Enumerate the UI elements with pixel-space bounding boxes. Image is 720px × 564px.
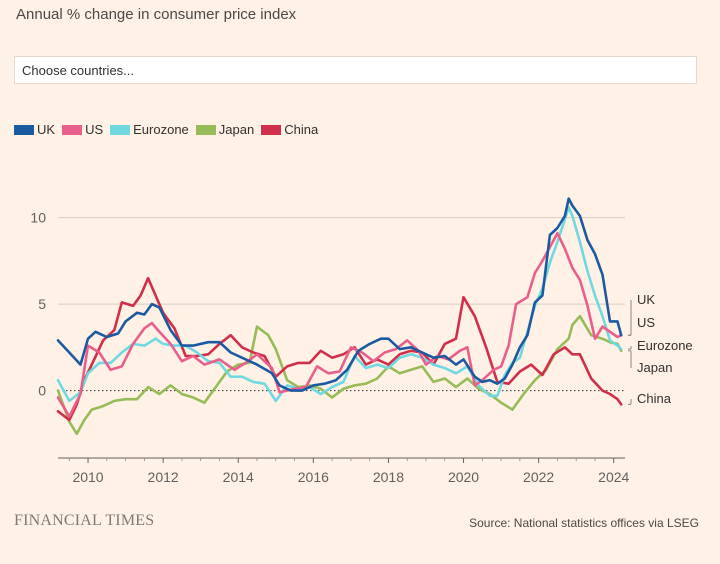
end-label-china: China	[637, 391, 672, 406]
legend-label: Eurozone	[133, 122, 189, 137]
legend-label: China	[284, 122, 319, 137]
legend-label: Japan	[218, 122, 255, 137]
series-line-uk	[56, 197, 623, 392]
x-tick-label: 2020	[448, 469, 479, 485]
end-label-japan: Japan	[637, 360, 672, 375]
end-label-eurozone: Eurozone	[637, 338, 693, 353]
y-tick-label: 10	[30, 210, 46, 226]
legend-swatch	[14, 124, 34, 135]
legend-swatch	[110, 124, 131, 135]
x-tick-label: 2012	[148, 469, 179, 485]
legend-label: US	[85, 122, 104, 137]
y-tick-label: 5	[38, 296, 46, 312]
legend-item-eurozone: Eurozone	[110, 122, 189, 137]
x-tick-label: 2010	[72, 469, 103, 485]
country-selector-input[interactable]: Choose countries...	[14, 56, 697, 84]
series-line-china	[56, 276, 623, 422]
legend-label: UK	[37, 122, 56, 137]
ft-logo: FINANCIAL TIMES	[14, 512, 155, 529]
end-label-us: US	[637, 315, 655, 330]
chart-subtitle: Annual % change in consumer price index	[16, 6, 297, 23]
legend-item-us: US	[62, 122, 103, 137]
legend-swatch	[195, 124, 216, 135]
x-tick-label: 2014	[223, 469, 254, 485]
end-label-uk: UK	[637, 292, 655, 307]
x-tick-label: 2018	[373, 469, 404, 485]
y-tick-label: 0	[38, 383, 46, 399]
series-line-eurozone	[56, 206, 623, 403]
x-tick-label: 2022	[523, 469, 554, 485]
legend-item-china: China	[261, 122, 318, 137]
x-tick-label: 2024	[598, 469, 629, 485]
legend-item-uk: UK	[14, 122, 55, 137]
series-line-us	[56, 231, 623, 418]
chart-legend: UK US Eurozone Japan China	[14, 122, 325, 137]
source-note: Source: National statistics offices via …	[469, 516, 699, 530]
x-tick-label: 2016	[298, 469, 329, 485]
legend-swatch	[261, 124, 282, 135]
legend-swatch	[62, 124, 83, 135]
legend-item-japan: Japan	[195, 122, 255, 137]
